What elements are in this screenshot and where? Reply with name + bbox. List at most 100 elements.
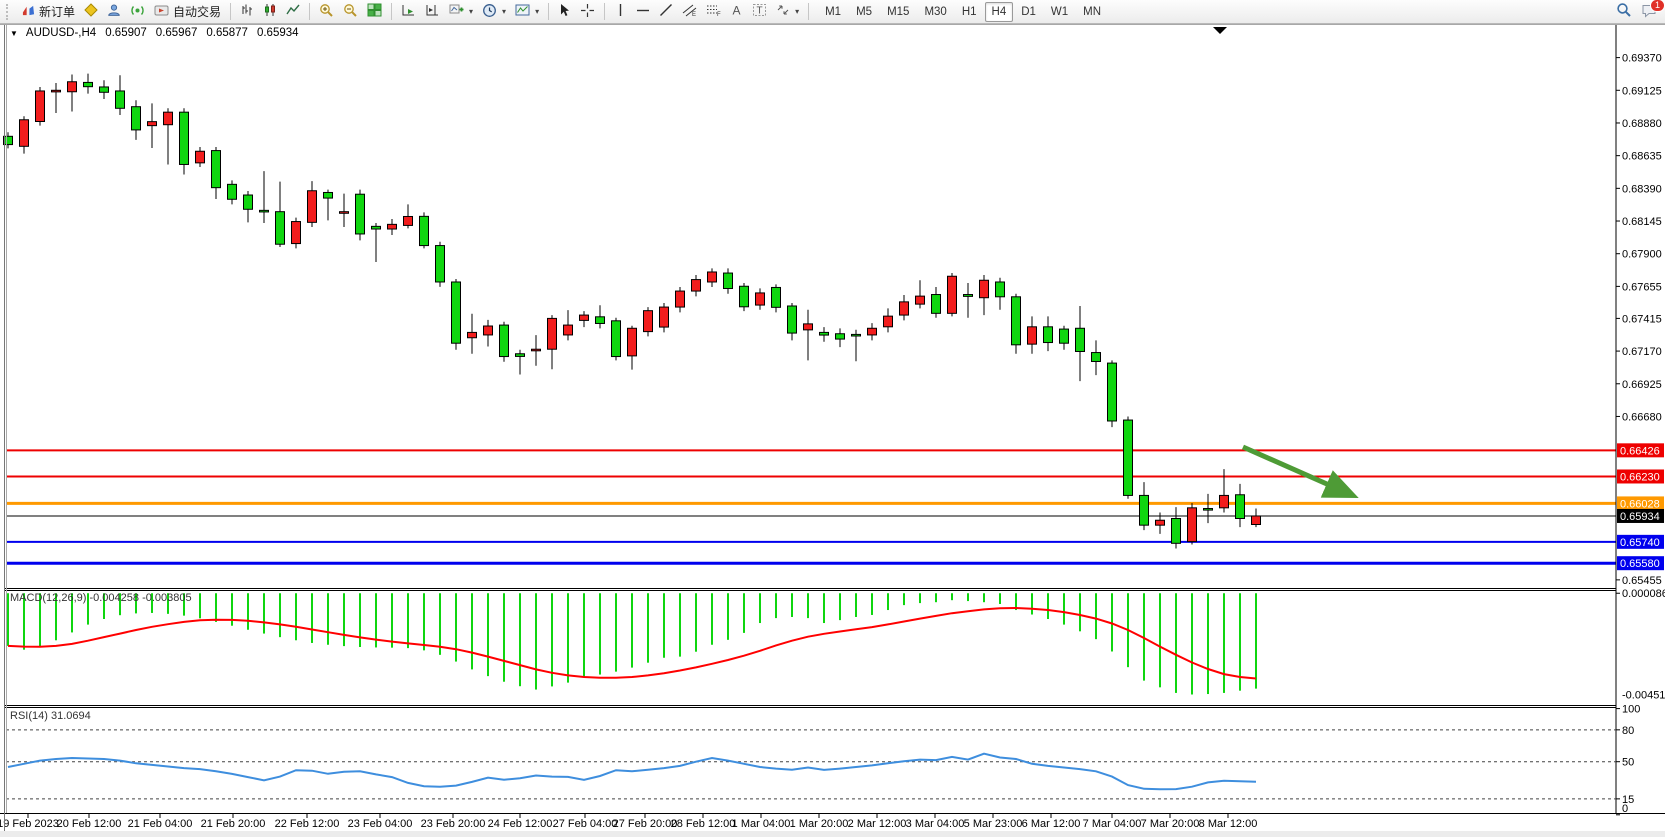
notification-badge: 1 xyxy=(1650,0,1665,12)
svg-text:23 Feb 20:00: 23 Feb 20:00 xyxy=(421,818,486,830)
trend-arrow-annotation[interactable] xyxy=(1241,444,1359,499)
signals-button[interactable] xyxy=(126,1,149,22)
svg-text:0.66680: 0.66680 xyxy=(1622,411,1662,423)
svg-text:7 Mar 20:00: 7 Mar 20:00 xyxy=(1141,818,1200,830)
crosshair-button[interactable] xyxy=(576,1,599,22)
svg-text:0.67415: 0.67415 xyxy=(1622,313,1662,325)
search-icon xyxy=(1616,2,1632,21)
svg-text:27 Feb 04:00: 27 Feb 04:00 xyxy=(553,818,618,830)
crosshair-icon xyxy=(580,3,595,21)
autotrading-button[interactable]: 自动交易 xyxy=(150,1,225,22)
text-button[interactable]: A xyxy=(726,1,747,22)
svg-text:0.66028: 0.66028 xyxy=(1620,498,1660,510)
horizontal-line-button[interactable] xyxy=(632,1,654,22)
channel-icon: E xyxy=(682,3,697,20)
templates-button[interactable]: ▾ xyxy=(511,1,543,22)
svg-text:100: 100 xyxy=(1622,704,1640,716)
svg-text:0.65455: 0.65455 xyxy=(1622,575,1662,587)
chart-shift-button[interactable] xyxy=(421,1,444,22)
svg-text:6 Mar 12:00: 6 Mar 12:00 xyxy=(1022,818,1081,830)
tile-windows-icon xyxy=(367,3,382,20)
timeframe-button-m15[interactable]: M15 xyxy=(880,2,916,22)
chart-shift-marker[interactable] xyxy=(1213,27,1227,34)
indicators-icon xyxy=(449,3,464,20)
timeframe-button-d1[interactable]: D1 xyxy=(1014,2,1043,22)
timeframe-button-m5[interactable]: M5 xyxy=(849,2,879,22)
profile-icon xyxy=(107,3,121,20)
svg-text:0.67655: 0.67655 xyxy=(1622,281,1662,293)
dropdown-caret-icon: ▾ xyxy=(795,7,800,16)
mql5-profile-button[interactable] xyxy=(103,1,125,22)
autotrading-icon xyxy=(154,3,169,20)
channel-button[interactable]: E xyxy=(678,1,701,22)
new-order-button[interactable]: 新订单 xyxy=(18,1,79,22)
vertical-line-button[interactable] xyxy=(610,1,631,22)
quote-high: 0.65967 xyxy=(155,27,198,39)
svg-text:0.65740: 0.65740 xyxy=(1620,537,1660,549)
svg-text:0.66230: 0.66230 xyxy=(1620,471,1660,483)
svg-text:0: 0 xyxy=(1622,803,1628,815)
svg-text:24 Feb 12:00: 24 Feb 12:00 xyxy=(488,818,553,830)
timeframe-button-w1[interactable]: W1 xyxy=(1044,2,1075,22)
tile-windows-button[interactable] xyxy=(363,1,386,22)
line-chart-button[interactable] xyxy=(282,1,304,22)
search-button[interactable] xyxy=(1612,1,1636,22)
svg-text:0.69125: 0.69125 xyxy=(1622,85,1662,97)
svg-text:19 Feb 2023: 19 Feb 2023 xyxy=(0,818,59,830)
new-order-icon xyxy=(22,4,35,20)
chart-shift-icon xyxy=(425,3,440,20)
svg-text:2 Mar 12:00: 2 Mar 12:00 xyxy=(848,818,907,830)
svg-text:8 Mar 12:00: 8 Mar 12:00 xyxy=(1199,818,1258,830)
timeframe-button-m30[interactable]: M30 xyxy=(917,2,953,22)
svg-text:-0.004519: -0.004519 xyxy=(1622,689,1665,701)
candlestick-chart-button[interactable] xyxy=(259,1,281,22)
indicators-button[interactable]: ▾ xyxy=(445,1,477,22)
auto-scroll-button[interactable] xyxy=(397,1,420,22)
toolbar-separator xyxy=(604,3,606,20)
cursor-button[interactable] xyxy=(554,1,575,22)
metaeditor-button[interactable] xyxy=(80,1,102,22)
svg-text:0.68635: 0.68635 xyxy=(1622,151,1662,163)
svg-text:50: 50 xyxy=(1622,757,1634,769)
timeframe-button-h1[interactable]: H1 xyxy=(955,2,984,22)
svg-text:T: T xyxy=(757,6,763,17)
svg-text:15: 15 xyxy=(1622,794,1634,806)
text-label-button[interactable]: T xyxy=(748,1,771,22)
zoom-in-icon xyxy=(319,3,334,21)
timeframe-button-h4[interactable]: H4 xyxy=(984,1,1014,22)
svg-text:23 Feb 04:00: 23 Feb 04:00 xyxy=(348,818,413,830)
timeframe-button-m1[interactable]: M1 xyxy=(818,2,848,22)
bar-chart-button[interactable] xyxy=(236,1,258,22)
svg-text:0.65580: 0.65580 xyxy=(1620,558,1660,570)
cursor-icon xyxy=(558,3,571,20)
svg-text:22 Feb 12:00: 22 Feb 12:00 xyxy=(275,818,340,830)
toolbar-separator xyxy=(309,3,311,20)
zoom-in-button[interactable] xyxy=(315,1,338,22)
toolbar-grip[interactable] xyxy=(6,3,13,20)
symbol-label: AUDUSD-,H4 xyxy=(25,27,97,39)
timeframe-button-mn[interactable]: MN xyxy=(1076,2,1108,22)
svg-text:F: F xyxy=(717,12,721,17)
chart-menu-triangle-icon[interactable]: ▼ xyxy=(10,28,18,38)
shapes-button[interactable]: ▾ xyxy=(772,1,803,22)
quote-low: 0.65877 xyxy=(206,27,248,39)
dropdown-caret-icon: ▾ xyxy=(535,7,540,16)
timeframe-toolbar: M1 M5 M15 M30 H1 H4 D1 W1 MN xyxy=(818,1,1108,22)
svg-text:21 Feb 04:00: 21 Feb 04:00 xyxy=(128,818,193,830)
zoom-out-button[interactable] xyxy=(339,1,362,22)
auto-scroll-icon xyxy=(401,3,416,20)
svg-text:0.66925: 0.66925 xyxy=(1622,379,1662,391)
svg-text:5 Mar 23:00: 5 Mar 23:00 xyxy=(964,818,1023,830)
trendline-icon xyxy=(659,3,673,20)
svg-text:3 Mar 04:00: 3 Mar 04:00 xyxy=(906,818,965,830)
svg-text:0.66426: 0.66426 xyxy=(1620,445,1660,457)
periods-button[interactable]: ▾ xyxy=(478,1,510,22)
svg-text:0.69370: 0.69370 xyxy=(1622,53,1662,65)
fibonacci-button[interactable]: F xyxy=(702,1,725,22)
svg-text:7 Mar 04:00: 7 Mar 04:00 xyxy=(1083,818,1142,830)
svg-text:0.000086: 0.000086 xyxy=(1622,588,1665,600)
svg-text:E: E xyxy=(692,12,696,17)
trendline-button[interactable] xyxy=(655,1,677,22)
notifications-button[interactable]: 1 xyxy=(1637,0,1665,22)
